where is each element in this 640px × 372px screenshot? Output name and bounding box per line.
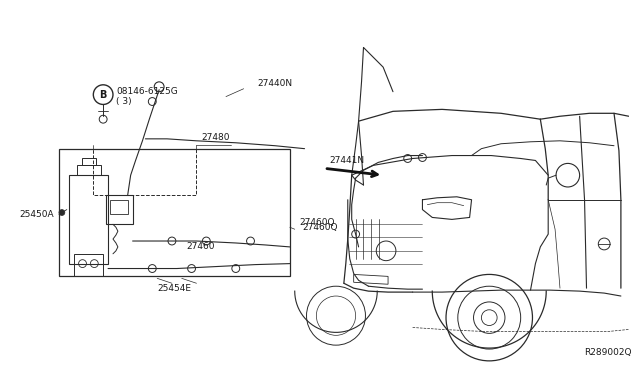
Circle shape [59, 209, 65, 215]
Text: 27460Q: 27460Q [300, 218, 335, 227]
Text: 27460Q: 27460Q [303, 223, 338, 232]
Text: 27460: 27460 [187, 243, 215, 251]
Text: R289002Q: R289002Q [584, 347, 632, 356]
Text: 27441N: 27441N [329, 156, 364, 165]
Text: 08146-6125G: 08146-6125G [116, 87, 178, 96]
Text: 25454E: 25454E [157, 284, 191, 293]
Text: 27480: 27480 [202, 133, 230, 142]
Text: 25450A: 25450A [20, 210, 54, 219]
Text: B: B [99, 90, 107, 100]
Text: ( 3): ( 3) [116, 97, 132, 106]
Text: 27440N: 27440N [257, 79, 292, 88]
